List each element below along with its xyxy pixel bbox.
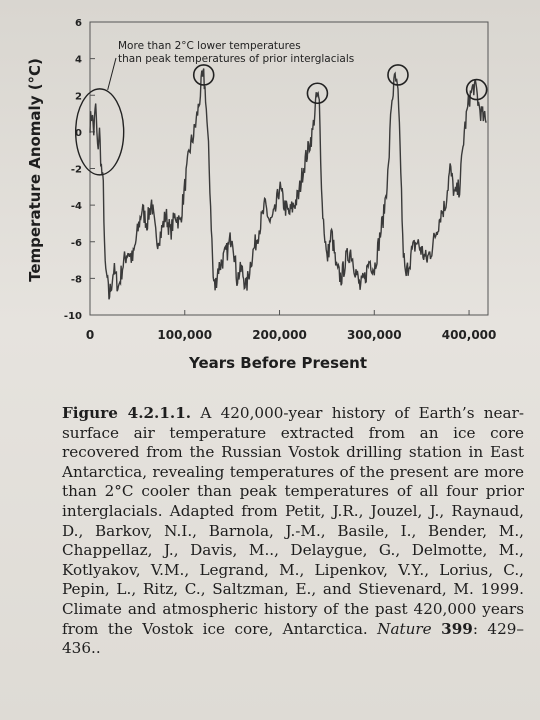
journal-name: Nature — [377, 619, 432, 638]
y-tick-label: 6 — [75, 18, 82, 29]
annotation-leader-line — [107, 57, 117, 91]
caption-body: A 420,000-year history of Earth’s near-s… — [62, 404, 524, 638]
x-tick-label: 400,000 — [442, 328, 497, 342]
plot-frame — [89, 21, 489, 316]
peak-circle — [192, 64, 215, 86]
series-line — [89, 68, 487, 300]
y-tick-label: -4 — [71, 201, 82, 212]
annotation-line-1: More than 2°C lower temperatures — [118, 40, 301, 52]
x-axis-label: Years Before Present — [188, 354, 367, 372]
x-tick-label: 200,000 — [252, 328, 307, 342]
y-tick-label: -10 — [64, 311, 82, 322]
peak-circle — [387, 64, 409, 86]
y-axis-label: Temperature Anomaly (°C) — [26, 58, 44, 282]
x-tick-label: 0 — [86, 328, 94, 342]
figure-number: Figure 4.2.1.1. — [62, 404, 192, 422]
figure-caption: Figure 4.2.1.1. A 420,000-year history o… — [62, 404, 524, 659]
y-tick-label: 4 — [75, 55, 82, 66]
x-tick-label: 300,000 — [347, 328, 402, 342]
temperature-chart: 6 4 2 0 -2 -4 -6 -8 -10 0 100,000 200,000 300,000 400… — [26, 18, 497, 372]
peak-circle — [465, 78, 488, 101]
x-tick-label: 100,000 — [157, 328, 212, 342]
y-tick-label: 2 — [75, 91, 82, 102]
journal-volume: 399 — [441, 619, 473, 638]
present-highlight-ellipse — [74, 88, 125, 176]
journal-pages: : 429–436.. — [62, 619, 524, 658]
y-tick-label: 0 — [75, 128, 82, 139]
y-tick-label: -6 — [71, 238, 82, 249]
peak-circle — [306, 82, 329, 105]
y-tick-label: -8 — [71, 274, 82, 285]
annotation-line-2: than peak temperatures of prior intergla… — [118, 53, 354, 65]
y-tick-label: -2 — [71, 165, 82, 176]
